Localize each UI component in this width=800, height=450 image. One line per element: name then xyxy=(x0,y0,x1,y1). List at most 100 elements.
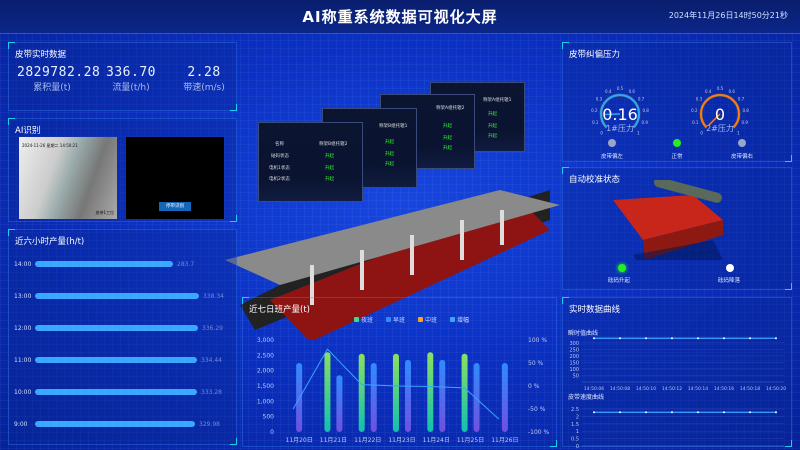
x-tick-label: 14:50:16 xyxy=(714,386,734,392)
col-header: 名称 xyxy=(275,142,284,147)
stat-label: 带速(m/s) xyxy=(183,83,225,93)
row-label: 电机1状态 xyxy=(269,166,290,171)
weight-frame-model xyxy=(613,180,723,260)
panel-title: 皮带实时数据 xyxy=(15,50,67,60)
stat-value: 336.70 xyxy=(106,65,156,80)
x-tick-label: 14:50:18 xyxy=(740,386,760,392)
curve-title: 瞬时值曲线 xyxy=(568,329,598,337)
camera-overlay-text: 2024-11-26 星期二 14:50:21 xyxy=(22,143,78,148)
y-tick-label: 0.5 xyxy=(571,437,579,443)
curve-point xyxy=(645,337,647,340)
y-tick-label: 2,000 xyxy=(257,368,274,375)
legend-swatch xyxy=(386,317,391,322)
curve-point xyxy=(775,411,777,414)
gauge-tick: 0.6 xyxy=(729,89,736,94)
gauge-tick: 0.5 xyxy=(717,86,724,91)
state: 升起 xyxy=(488,134,497,139)
indicator-label: 皮带偏右 xyxy=(731,152,754,160)
weekly-output-panel: 近七日班产量(t) xyxy=(242,297,557,447)
bar-早班 xyxy=(405,359,411,432)
x-tick-label: 11月25日 xyxy=(457,437,484,444)
curve-title: 皮带速度曲线 xyxy=(568,393,604,401)
stat-total: 2829782.28 累积量(t) xyxy=(17,65,100,93)
x-tick-label: 11月24日 xyxy=(423,437,450,444)
y-tick-label: 1,000 xyxy=(257,398,274,405)
bar-夜班 xyxy=(427,352,434,432)
indicator-label: 砝码升起 xyxy=(608,278,631,284)
y2-tick-label: 100 % xyxy=(528,337,547,344)
row-value: 283.7 xyxy=(177,261,195,268)
window-title: 称架B组托辊2 xyxy=(319,142,348,147)
output-row: 14:00 283.7 xyxy=(14,261,234,269)
stop-recognition-button[interactable]: 停带识别 xyxy=(159,202,191,211)
camera-feed[interactable]: 2024-11-26 星期二 14:50:21 皮带1工位 xyxy=(19,137,117,219)
gauge-tick: 0.5 xyxy=(617,86,624,91)
gauge-tick: 0 xyxy=(700,130,703,135)
belt-surface xyxy=(225,190,560,285)
bar-早班 xyxy=(336,375,343,432)
gauge-tick: 0.8 xyxy=(642,108,649,113)
row-value: 333.28 xyxy=(201,389,222,396)
curve-point xyxy=(775,337,777,340)
pressure-gauges: 00.10.20.30.40.50.60.70.80.910.161#压力 00.… xyxy=(591,86,754,160)
status-window-b2[interactable]: 名称 称架B组托辊2 砝码状态 电机1状态 电机2状态 升起 升起 升起 xyxy=(258,122,363,202)
panel-title: 实时数据曲线 xyxy=(569,305,621,315)
panel-title: 自动校准状态 xyxy=(569,175,621,185)
stat-label: 累积量(t) xyxy=(33,83,71,93)
row-time: 12:00 xyxy=(14,325,32,332)
gauge-tick: 0.1 xyxy=(592,120,599,125)
legend-label: 夜班 xyxy=(361,316,373,324)
row-label: 砝码状态 xyxy=(271,154,289,159)
gauge-tick: 0.9 xyxy=(742,120,749,125)
y-tick-label: 0 xyxy=(576,444,579,450)
conveyor-3d-model xyxy=(225,190,560,340)
panel-title: 近六小时产量(h/t) xyxy=(15,237,85,247)
x-tick-label: 14:50:08 xyxy=(610,386,630,392)
y2-tick-label: 0 % xyxy=(528,383,540,390)
gauge-label: 1#压力 xyxy=(606,123,634,133)
gauge-tick: 0.7 xyxy=(738,97,745,102)
curve-point xyxy=(723,411,725,414)
curve-point xyxy=(619,337,621,340)
gauge-label: 2#压力 xyxy=(706,123,734,133)
state: 升起 xyxy=(443,124,452,129)
state: 升起 xyxy=(385,140,394,145)
curve-point xyxy=(619,411,621,414)
x-tick-label: 14:50:10 xyxy=(636,386,656,392)
gauge-tick: 1 xyxy=(737,130,740,135)
gauge-arc xyxy=(700,94,740,129)
output-row: 11:00 334.44 xyxy=(14,357,234,365)
status-light xyxy=(618,264,626,272)
gauge-tick: 0.4 xyxy=(705,89,712,94)
row-time: 14:00 xyxy=(14,261,32,268)
output-row: 9:00 329.98 xyxy=(14,421,234,429)
y-tick-label: 1.5 xyxy=(571,422,579,428)
row-time: 11:00 xyxy=(14,357,32,364)
datetime: 2024年11月26日14时50分21秒 xyxy=(668,11,788,20)
gauge-tick: 0.6 xyxy=(629,89,636,94)
gauge-tick: 0.7 xyxy=(638,97,645,102)
bar-早班 xyxy=(439,359,446,432)
x-tick-label: 14:50:06 xyxy=(584,386,604,392)
output-row: 13:00 338.34 xyxy=(14,293,234,301)
x-tick-label: 11月23日 xyxy=(388,437,415,444)
row-time: 10:00 xyxy=(14,389,32,396)
x-tick-label: 14:50:20 xyxy=(766,386,786,392)
gauge-tick: 0.1 xyxy=(692,120,699,125)
y-tick-label: 50 xyxy=(573,373,579,379)
y-tick-label: 100 xyxy=(569,367,579,373)
indicator-label: 正常 xyxy=(671,152,683,160)
rollers xyxy=(310,210,504,305)
y-tick-label: 500 xyxy=(263,414,275,421)
x-tick-label: 11月22日 xyxy=(354,437,381,444)
gauge-needle xyxy=(603,113,621,116)
gauge-value: 0 xyxy=(715,105,725,124)
state: 升起 xyxy=(325,166,334,171)
y2-tick-label: 50 % xyxy=(528,360,544,367)
pressure-panel: 皮带纠偏压力 xyxy=(562,42,792,162)
header: AI称重系统数据可视化大屏 2024年11月26日14时50分21秒 xyxy=(0,0,800,34)
status-light xyxy=(726,264,734,272)
curve-point xyxy=(749,337,751,340)
output-bar xyxy=(35,293,199,299)
